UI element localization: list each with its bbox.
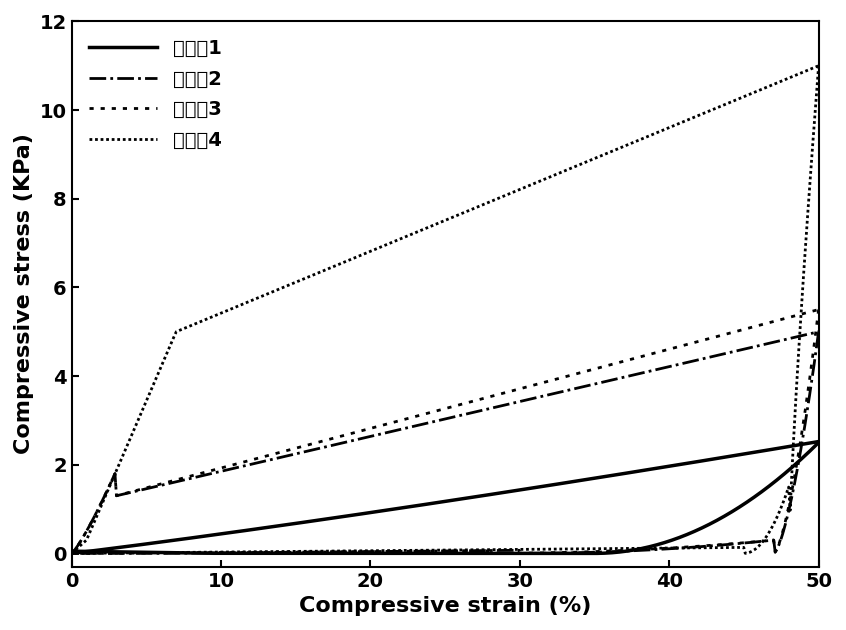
实施例4 [814, 62, 824, 69]
实施例4 [426, 222, 436, 230]
X-axis label: Compressive strain (%): Compressive strain (%) [299, 596, 591, 616]
对比例1 [511, 487, 521, 495]
对比例1 [678, 460, 689, 467]
实施例3 [426, 409, 436, 416]
实施例2 [814, 328, 824, 336]
Line: 实施例2: 实施例2 [72, 332, 819, 553]
实施例2 [421, 420, 431, 427]
实施例3 [67, 549, 77, 557]
对比例1 [421, 500, 431, 508]
实施例3 [421, 410, 431, 417]
Line: 实施例3: 实施例3 [72, 309, 819, 553]
实施例3 [678, 341, 689, 349]
对比例1 [426, 500, 436, 507]
对比例1 [67, 549, 77, 557]
实施例3 [511, 386, 521, 394]
实施例3 [470, 397, 481, 404]
Line: 实施例4: 实施例4 [72, 66, 819, 553]
对比例1 [814, 438, 824, 445]
实施例2 [795, 332, 805, 340]
实施例2 [470, 408, 481, 416]
实施例2 [426, 418, 436, 426]
对比例1 [470, 493, 481, 500]
实施例2 [67, 549, 77, 557]
实施例4 [470, 204, 481, 212]
对比例1 [795, 441, 805, 449]
实施例4 [421, 224, 431, 232]
实施例2 [511, 399, 521, 406]
实施例3 [814, 306, 824, 313]
实施例3 [795, 311, 805, 318]
Legend: 对比例1, 实施例2, 实施例3, 实施例4: 对比例1, 实施例2, 实施例3, 实施例4 [81, 31, 229, 158]
实施例4 [67, 549, 77, 557]
Line: 对比例1: 对比例1 [72, 442, 819, 553]
Y-axis label: Compressive stress (KPa): Compressive stress (KPa) [14, 134, 34, 454]
实施例4 [678, 118, 689, 125]
实施例4 [795, 69, 805, 77]
实施例4 [511, 187, 521, 195]
实施例2 [678, 360, 689, 367]
